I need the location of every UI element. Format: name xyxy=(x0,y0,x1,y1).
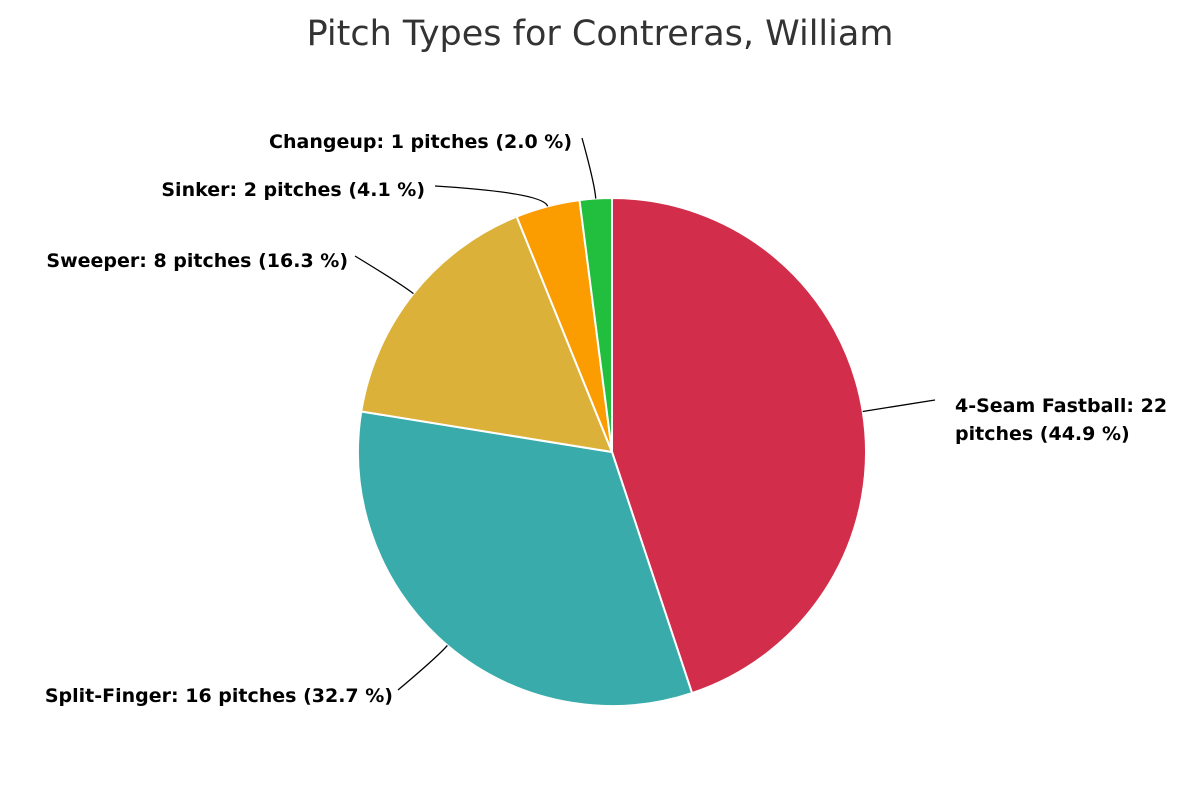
data-label: Changeup: 1 pitches (2.0 %) xyxy=(269,131,572,153)
pie-slice xyxy=(360,215,614,454)
data-label: 4-Seam Fastball: 22 pitches (44.9 %) xyxy=(955,395,1168,445)
connector xyxy=(862,399,936,413)
data-label: Split-Finger: 16 pitches (32.7 %) xyxy=(44,685,393,707)
connector xyxy=(581,137,597,199)
connector xyxy=(354,255,414,295)
connector xyxy=(397,644,448,691)
data-label: Sweeper: 8 pitches (16.3 %) xyxy=(46,250,348,272)
pie-slice xyxy=(611,196,867,695)
connector xyxy=(434,185,549,207)
chart-title: Pitch Types for Contreras, William xyxy=(306,14,894,54)
pie-slice xyxy=(357,410,694,707)
data-label: Sinker: 2 pitches (4.1 %) xyxy=(161,179,425,201)
